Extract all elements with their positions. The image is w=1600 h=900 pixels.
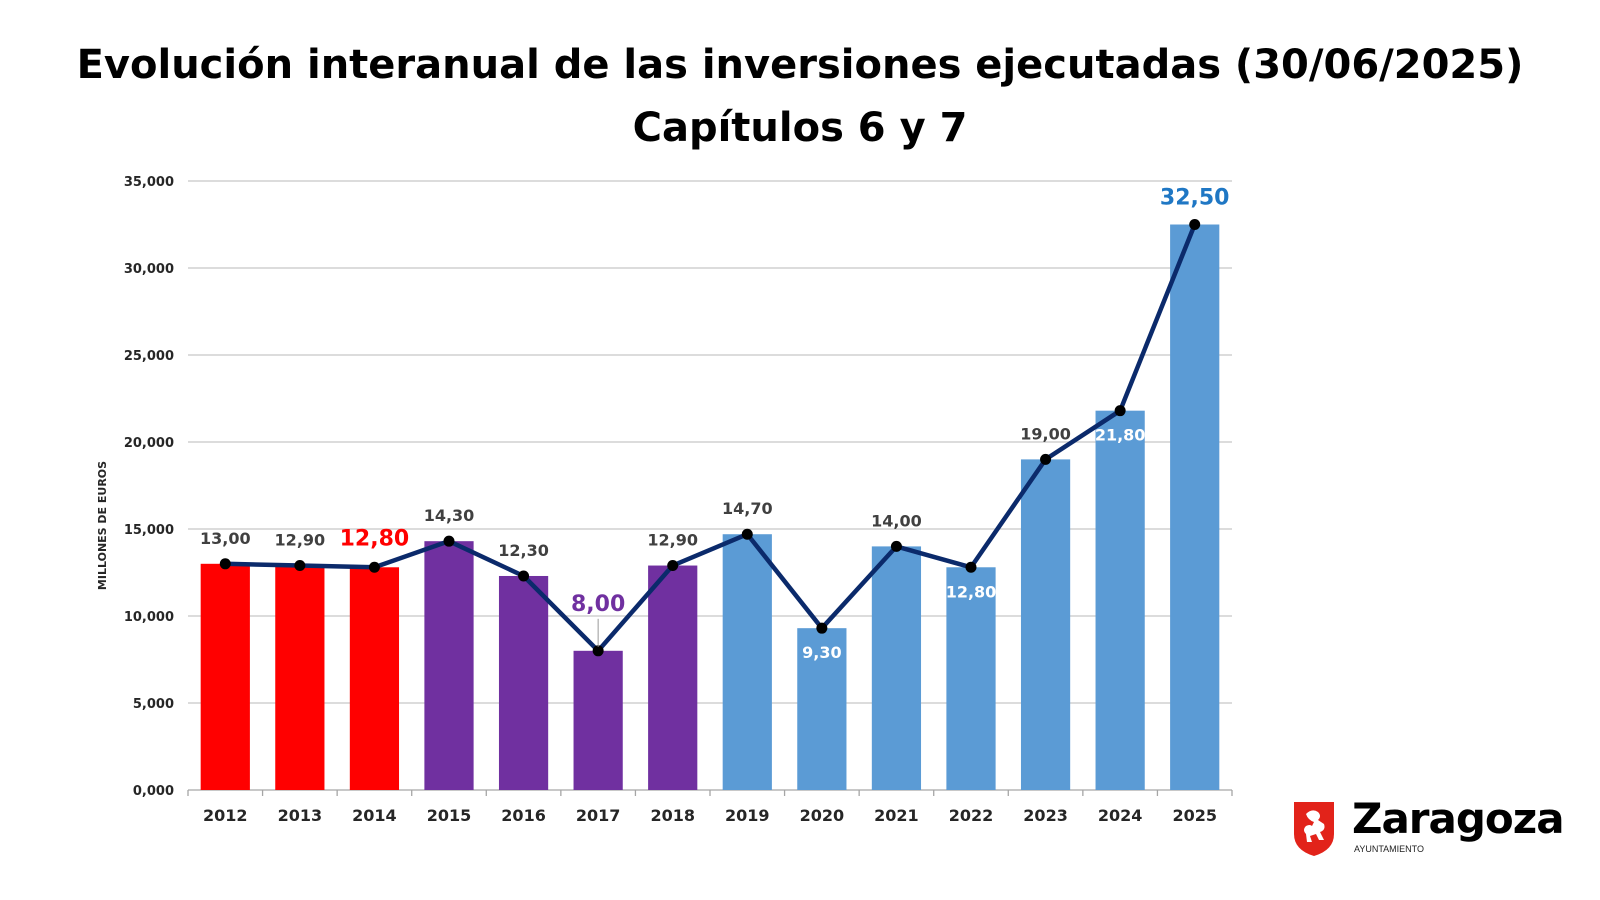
zaragoza-logo: Zaragoza AYUNTAMIENTO: [1292, 794, 1565, 860]
line-marker: [965, 561, 977, 573]
bar-2014: [349, 567, 400, 790]
line-marker: [1189, 219, 1201, 230]
y-tick-label: 15,000: [124, 523, 174, 538]
line-marker: [592, 645, 604, 657]
line-marker: [518, 570, 530, 582]
bar-2020: [797, 628, 847, 790]
bar-2023: [1020, 459, 1071, 790]
data-label-2025: 32,50: [1160, 186, 1230, 211]
x-tick-label: 2014: [352, 806, 397, 825]
data-label-2021: 14,00: [871, 511, 922, 530]
data-label-2014: 12,80: [340, 526, 410, 551]
x-tick-label: 2022: [949, 806, 994, 825]
x-tick-label: 2020: [800, 806, 845, 825]
y-tick-label: 5,000: [133, 697, 174, 712]
logo-wordmark: Zaragoza: [1352, 794, 1565, 843]
bar-2024: [1095, 410, 1145, 790]
x-tick-label: 2015: [427, 806, 472, 825]
line-marker: [667, 560, 679, 572]
data-label-2018: 12,90: [647, 531, 698, 550]
trend-line: [225, 223, 1197, 654]
data-label-2022: 12,80: [946, 582, 997, 601]
x-tick-label: 2018: [650, 806, 695, 825]
lion-shield-icon: [1294, 802, 1334, 856]
data-label-2013: 12,90: [275, 531, 326, 550]
x-tick-label: 2016: [501, 806, 546, 825]
data-label-2012: 13,00: [200, 529, 251, 548]
bar-2018: [648, 565, 698, 790]
bar-2012: [200, 563, 250, 790]
line-marker: [443, 535, 455, 547]
y-tick-label: 10,000: [124, 610, 174, 625]
bar-2017: [573, 650, 623, 790]
data-label-2015: 14,30: [424, 506, 475, 525]
bar-2025: [1170, 224, 1220, 790]
x-tick-label: 2024: [1098, 806, 1143, 825]
line-marker: [1040, 453, 1052, 465]
line-marker: [219, 558, 231, 570]
data-label-2023: 19,00: [1020, 424, 1071, 443]
x-tick-label: 2023: [1023, 806, 1068, 825]
x-tick-label: 2025: [1172, 806, 1217, 825]
chart-title-line-2: Capítulos 6 y 7: [632, 105, 968, 151]
line-marker: [294, 560, 306, 572]
x-tick-label: 2021: [874, 806, 919, 825]
data-label-2016: 12,30: [498, 541, 549, 560]
bar-2016: [498, 575, 549, 790]
bar-2019: [722, 534, 772, 790]
y-tick-label: 0,000: [133, 784, 174, 799]
line-marker: [890, 540, 902, 552]
x-tick-label: 2019: [725, 806, 770, 825]
logo-subtitle: AYUNTAMIENTO: [1354, 844, 1425, 854]
data-label-2020: 9,30: [802, 643, 841, 662]
y-axis-label: MILLONES DE EUROS: [96, 461, 109, 590]
data-label-2017: 8,00: [571, 592, 625, 617]
bar-2021: [871, 546, 922, 790]
chart-title-line-1: Evolución interanual de las inversiones …: [76, 42, 1524, 88]
y-tick-label: 35,000: [124, 175, 174, 190]
bar-2022: [946, 567, 996, 790]
bar-2015: [424, 541, 474, 790]
x-tick-label: 2017: [576, 806, 621, 825]
line-marker: [816, 622, 828, 634]
bar-2013: [275, 565, 325, 790]
y-tick-label: 20,000: [124, 436, 174, 451]
line-marker: [741, 528, 753, 540]
line-marker: [368, 561, 380, 573]
data-label-2024: 21,80: [1095, 426, 1146, 445]
x-tick-label: 2013: [278, 806, 323, 825]
data-label-2019: 14,70: [722, 499, 773, 518]
y-tick-label: 25,000: [124, 349, 174, 364]
x-tick-label: 2012: [203, 806, 248, 825]
y-tick-label: 30,000: [124, 262, 174, 277]
line-marker: [1114, 405, 1126, 417]
